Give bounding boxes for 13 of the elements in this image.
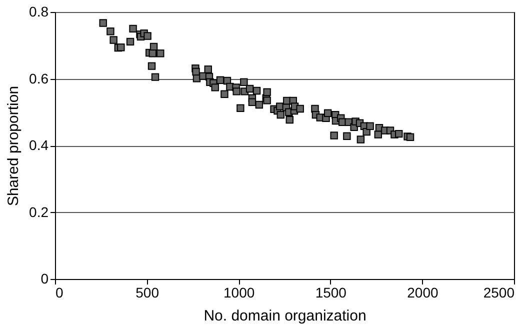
x-tick-label: 2000: [407, 284, 438, 300]
y-tick-label: 0.6: [29, 70, 49, 86]
x-axis-title: No. domain organization: [204, 308, 366, 324]
x-tick-label: 500: [136, 284, 160, 300]
y-tick-label: 0.2: [29, 204, 49, 220]
x-tick-label: 1000: [224, 284, 255, 300]
y-tick-label: 0: [40, 270, 49, 286]
x-tick-label: 2500: [483, 284, 515, 300]
x-tick-label: 1500: [315, 284, 347, 300]
y-tick-label: 0.8: [29, 4, 49, 20]
x-tick-label: 0: [56, 284, 64, 300]
y-tick-label: 0.4: [29, 137, 49, 153]
y-axis-title: Shared proportion: [5, 86, 22, 206]
